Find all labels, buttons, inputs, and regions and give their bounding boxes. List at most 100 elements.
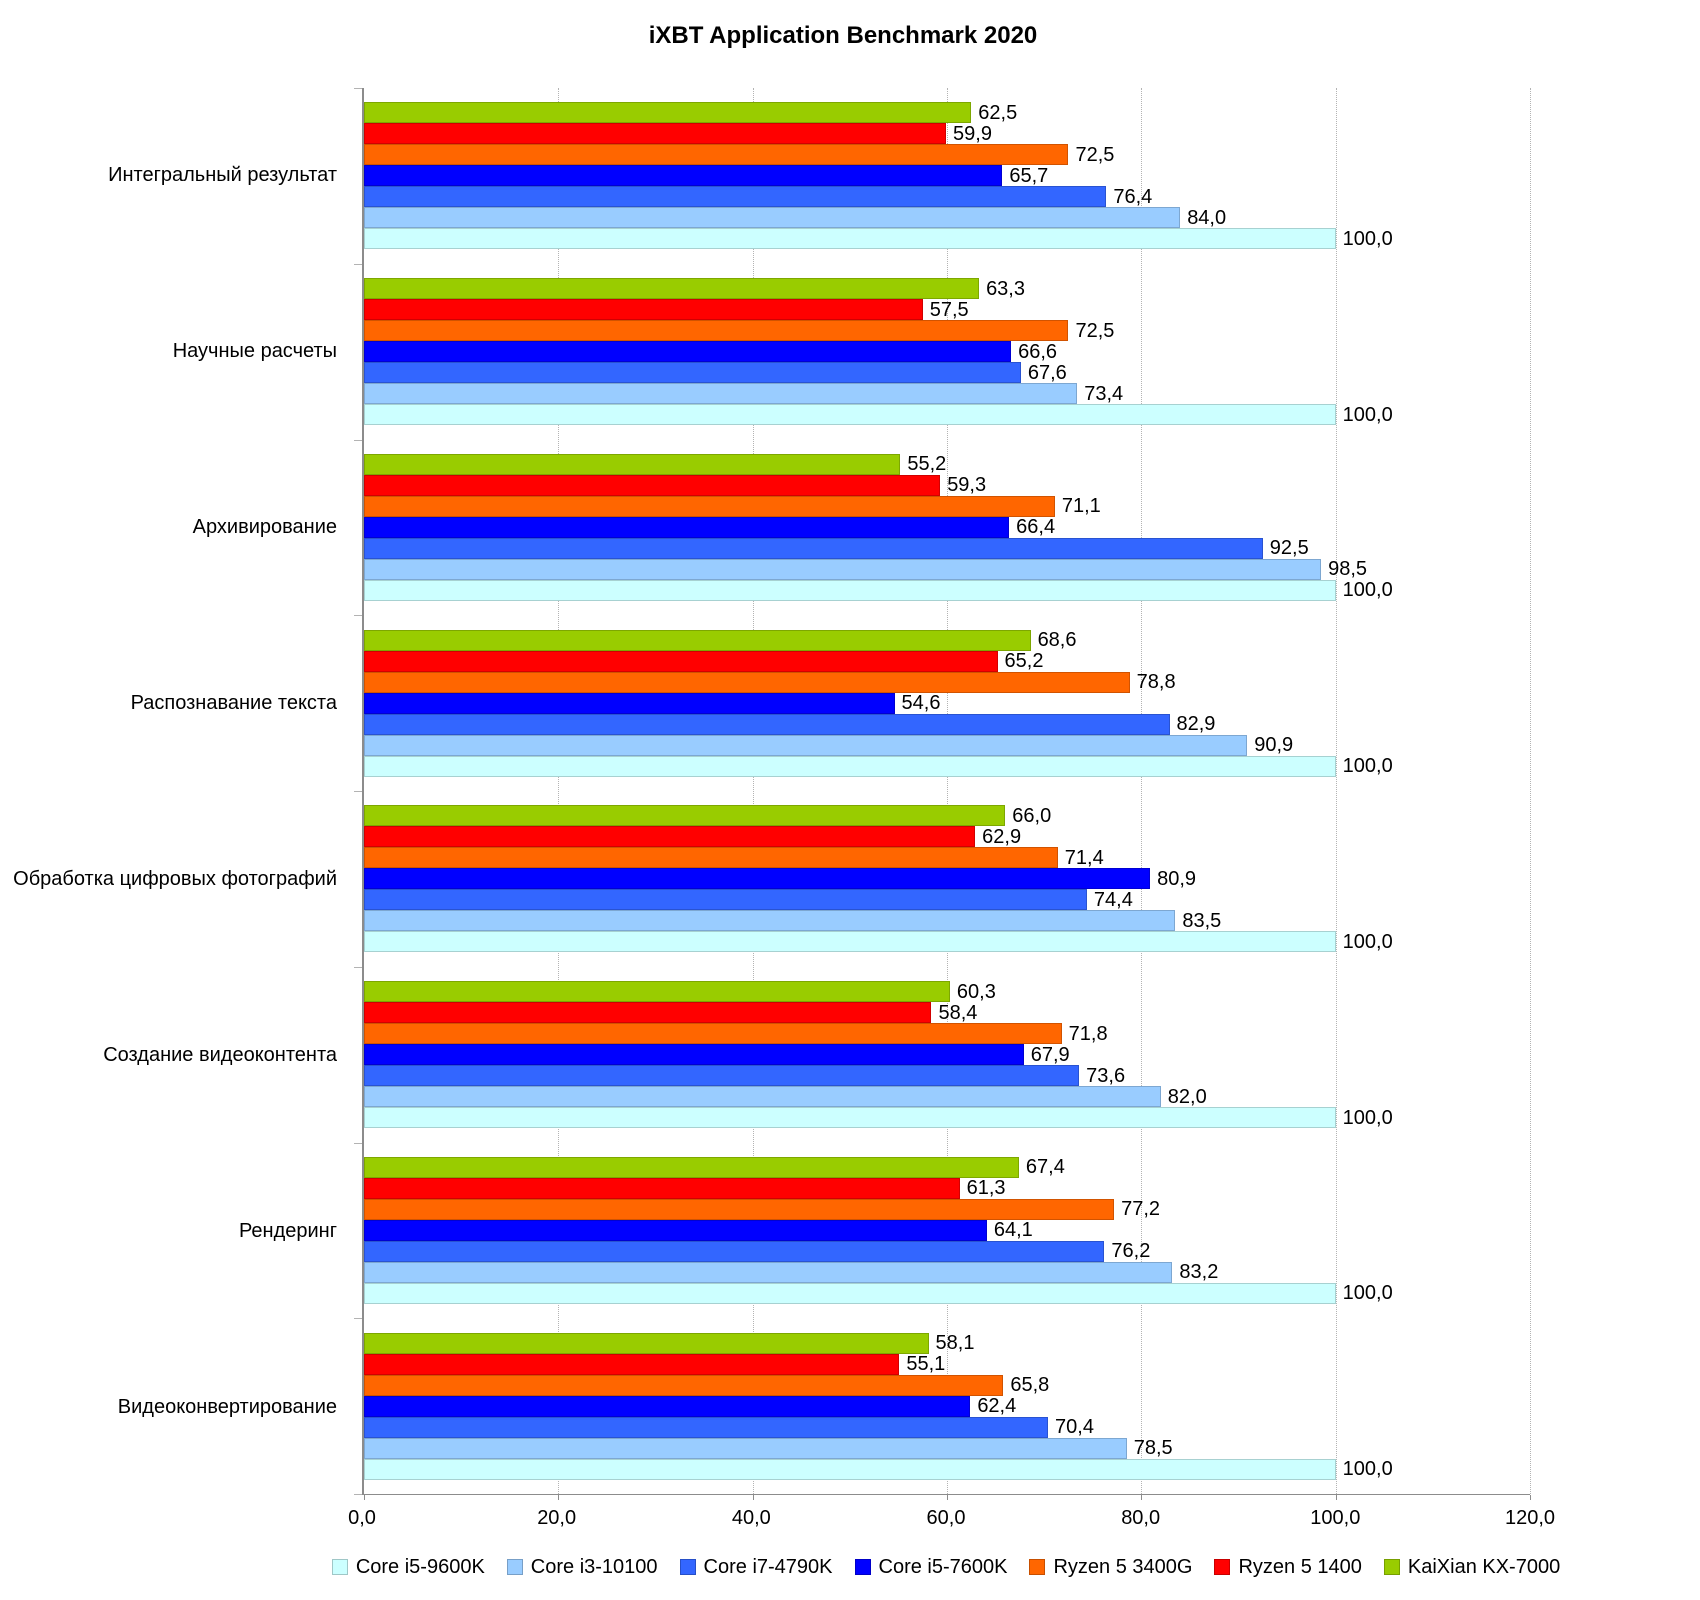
bar-value-label: 66,4: [1016, 516, 1056, 539]
bar-line: 66,4: [364, 516, 1530, 539]
bar-line: 76,2: [364, 1240, 1530, 1262]
bar-value-label: 71,4: [1064, 846, 1104, 869]
bar: [364, 579, 1336, 601]
category-group: 63,3 57,5 72,5 66,6 67,6 73,4 100,0: [364, 264, 1530, 440]
bar-value-label: 71,8: [1068, 1022, 1108, 1045]
bar-value-label: 83,5: [1182, 909, 1222, 932]
bar-line: 62,4: [364, 1395, 1530, 1418]
bar-line: 90,9: [364, 734, 1530, 757]
category-group: 67,4 61,3 77,2 64,1 76,2 83,2 100,0: [364, 1143, 1530, 1319]
bar: [364, 1156, 1019, 1178]
bar: [364, 826, 976, 848]
bar-value-label: 63,3: [986, 277, 1025, 300]
x-axis-tickmark: [947, 1495, 948, 1500]
x-axis-tickmark: [1335, 1495, 1337, 1500]
bar-value-label: 92,5: [1269, 537, 1309, 560]
bar-value-label: 80,9: [1157, 867, 1197, 890]
bar-value-label: 73,6: [1086, 1064, 1126, 1087]
bar-value-label: 66,6: [1018, 340, 1058, 363]
legend-label: KaiXian KX-7000: [1407, 1555, 1561, 1578]
bar-line: 100,0: [364, 404, 1530, 426]
bar-line: 58,4: [364, 1002, 1530, 1024]
bar: [364, 474, 941, 496]
bar-value-label: 100,0: [1342, 579, 1393, 602]
legend-label: Core i5-7600K: [878, 1555, 1008, 1578]
bar: [364, 1282, 1336, 1304]
x-axis-tickmark: [558, 1495, 560, 1500]
bar-value-label: 59,3: [947, 474, 987, 497]
bar-line: 67,6: [364, 362, 1530, 384]
bar-value-label: 73,4: [1084, 382, 1124, 405]
x-axis: 0,0 20,0 40,0 60,0 80,0 100,0 120,0: [348, 1507, 1555, 1533]
legend-item: Core i3-10100: [506, 1556, 658, 1579]
bar-line: 55,1: [364, 1353, 1530, 1375]
bar-value-label: 64,1: [993, 1219, 1033, 1242]
gridline: [558, 88, 560, 1494]
category-label: Рендеринг: [238, 1219, 337, 1242]
bar-line: 76,4: [364, 186, 1530, 208]
bar-value-label: 90,9: [1254, 734, 1294, 757]
bar-line: 59,3: [364, 474, 1530, 497]
gridline: [1335, 88, 1337, 1494]
bar: [364, 1107, 1336, 1129]
bar: [364, 1065, 1080, 1087]
category-label: Архивирование: [192, 516, 337, 539]
bar-value-label: 62,4: [977, 1395, 1017, 1418]
bar: [364, 495, 1055, 517]
bar-value-label: 65,2: [1004, 650, 1044, 673]
bar-value-label: 100,0: [1342, 1282, 1393, 1305]
bar-value-label: 82,9: [1176, 713, 1216, 736]
bar: [364, 102, 972, 124]
y-axis-tickmark: [354, 439, 362, 441]
x-tick-label: 60,0: [926, 1507, 966, 1529]
chart-title: iXBT Application Benchmark 2020: [648, 22, 1038, 49]
x-axis-tickmark: [364, 1495, 365, 1500]
bar-line: 72,5: [364, 320, 1530, 342]
bar-line: 80,9: [364, 867, 1530, 890]
bar-line: 65,2: [364, 650, 1530, 673]
bar: [364, 671, 1130, 693]
bar: [364, 1374, 1004, 1396]
bar-line: 61,3: [364, 1177, 1530, 1199]
bar-value-label: 65,8: [1010, 1374, 1050, 1397]
bar-value-label: 54,6: [901, 692, 941, 715]
x-tick-label: 120,0: [1504, 1507, 1556, 1529]
bar-line: 65,8: [364, 1374, 1530, 1397]
bar-value-label: 100,0: [1342, 930, 1393, 953]
bar-line: 59,9: [364, 123, 1530, 145]
bar-line: 67,4: [364, 1156, 1530, 1179]
gridline: [752, 88, 754, 1494]
bar-value-label: 78,5: [1133, 1437, 1173, 1460]
bar: [364, 1177, 960, 1199]
bar: [364, 1416, 1049, 1438]
bar: [364, 362, 1021, 384]
y-axis-tickmark: [354, 791, 362, 792]
bar-line: 66,6: [364, 340, 1530, 363]
bar-value-label: 67,4: [1025, 1156, 1065, 1179]
legend-item: KaiXian KX-7000: [1383, 1555, 1561, 1579]
category-label: Обработка цифровых фотографий: [13, 867, 337, 890]
bar-line: 92,5: [364, 537, 1530, 560]
bar-line: 77,2: [364, 1198, 1530, 1220]
bar: [364, 1332, 929, 1354]
bar: [364, 558, 1322, 580]
bar-line: 100,0: [364, 1282, 1530, 1305]
bar-line: 54,6: [364, 692, 1530, 715]
legend-swatch: [1029, 1559, 1046, 1575]
legend-label: Ryzen 5 3400G: [1053, 1555, 1193, 1578]
bar-value-label: 72,5: [1075, 143, 1115, 166]
bar: [364, 889, 1087, 911]
x-tick-label: 80,0: [1121, 1507, 1161, 1529]
bar: [364, 910, 1176, 932]
y-axis-tickmark: [354, 263, 362, 265]
legend-swatch: [854, 1559, 871, 1575]
y-axis-tickmark: [354, 966, 362, 968]
bar: [364, 1044, 1024, 1066]
plot-area: 62,5 59,9 72,5 65,7 76,4 84,0 100,0 63,3 57,5 72,…: [354, 88, 1531, 1500]
legend-label: Core i7-4790K: [703, 1555, 833, 1578]
x-tick-label: 100,0: [1310, 1507, 1361, 1529]
bar: [364, 1086, 1161, 1108]
bar: [364, 516, 1010, 538]
bar: [364, 1240, 1105, 1262]
